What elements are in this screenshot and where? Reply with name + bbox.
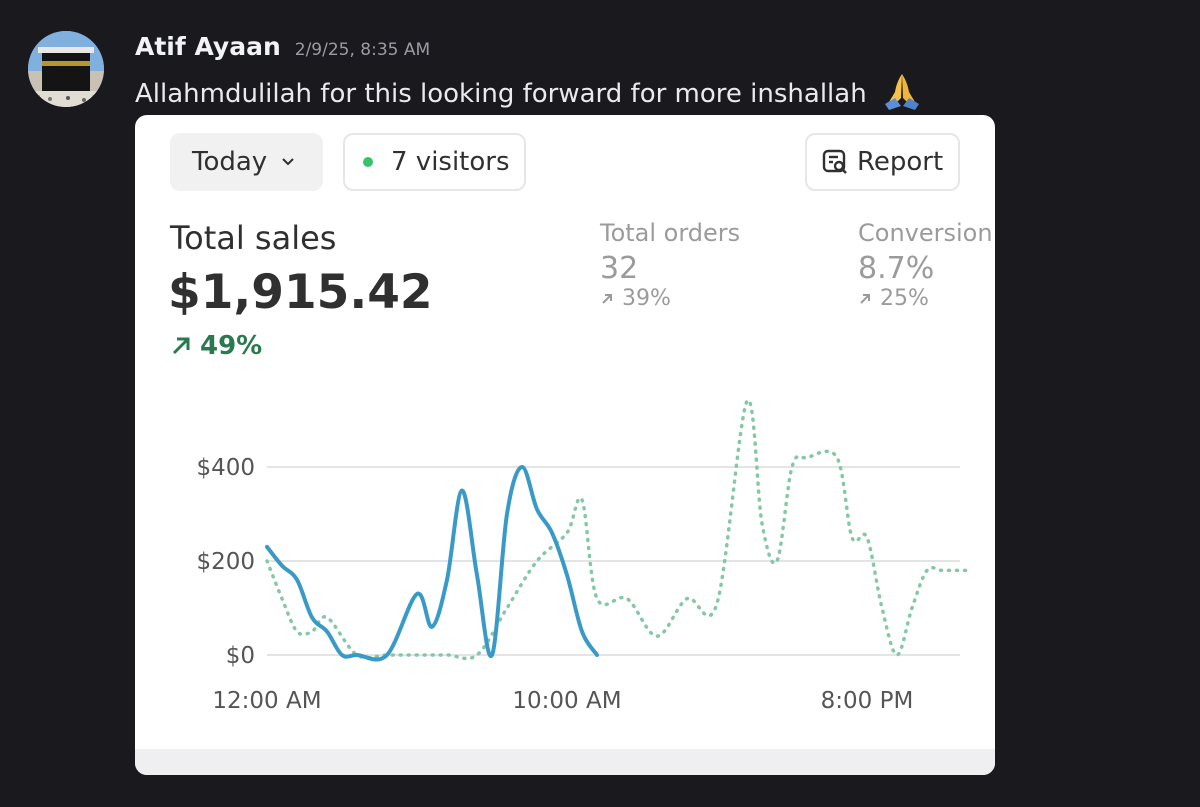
message-timestamp: 2/9/25, 8:35 AM xyxy=(294,40,431,60)
y-tick-label: $200 xyxy=(196,549,255,575)
live-visitors-button[interactable]: 7 visitors xyxy=(343,133,526,191)
y-tick-label: $400 xyxy=(196,455,255,481)
chevron-down-icon xyxy=(282,158,294,166)
total-sales-value: $1,915.42 xyxy=(168,265,433,320)
conversion-change: 25% xyxy=(858,286,993,311)
live-status-dot xyxy=(363,157,373,167)
kaaba-avatar-image xyxy=(28,31,104,107)
arrow-up-right-icon xyxy=(602,293,612,304)
conversion-change-value: 25% xyxy=(880,286,929,311)
arrow-up-right-icon xyxy=(860,293,870,304)
report-label: Report xyxy=(857,147,944,177)
date-filter-label: Today xyxy=(192,147,268,177)
sales-series-line xyxy=(265,464,599,662)
conversion-label: Conversion xyxy=(858,219,993,247)
screenshot-attachment[interactable]: Today 7 visitors Report Total sales $1,9… xyxy=(135,115,995,775)
username[interactable]: Atif Ayaan xyxy=(135,32,281,61)
total-sales-change: 49% xyxy=(170,331,262,361)
user-avatar[interactable] xyxy=(28,31,104,107)
x-tick-label: 10:00 AM xyxy=(512,688,621,714)
x-tick-label: 8:00 PM xyxy=(821,688,914,714)
message-header: Atif Ayaan 2/9/25, 8:35 AM xyxy=(135,32,430,66)
total-orders-change-value: 39% xyxy=(622,286,671,311)
report-icon xyxy=(822,149,847,174)
x-tick-label: 12:00 AM xyxy=(212,688,321,714)
folded-hands-icon xyxy=(884,74,919,110)
sales-line-chart: $0 $200 $400 12:00 AM 10:00 AM 8:00 PM xyxy=(196,398,974,714)
total-orders-metric[interactable]: Total orders 32 39% xyxy=(600,219,740,311)
total-orders-change: 39% xyxy=(600,286,740,311)
total-orders-label: Total orders xyxy=(600,219,741,247)
message-body: Allahmdulilah for this looking forward f… xyxy=(135,72,923,110)
visitors-label: 7 visitors xyxy=(391,147,510,177)
date-filter-dropdown[interactable]: Today xyxy=(170,133,323,191)
total-sales-label: Total sales xyxy=(170,219,337,257)
conversion-value: 8.7% xyxy=(858,251,935,286)
arrow-up-right-icon xyxy=(172,337,190,355)
attachment-footer xyxy=(135,749,995,775)
message-text: Allahmdulilah for this looking forward f… xyxy=(135,79,867,109)
y-tick-label: $0 xyxy=(226,643,255,669)
conversion-metric[interactable]: Conversion 8.7% 25% xyxy=(858,219,993,311)
comparison-series-line xyxy=(265,398,974,661)
total-sales-change-value: 49% xyxy=(200,331,263,361)
total-orders-value: 32 xyxy=(600,251,639,286)
report-button[interactable]: Report xyxy=(805,133,960,191)
